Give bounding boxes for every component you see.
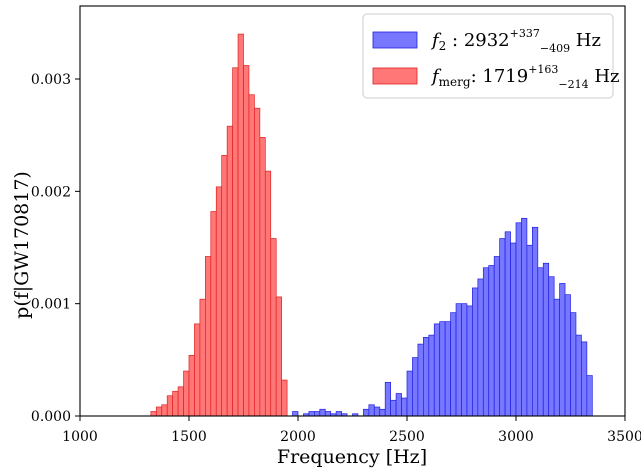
histogram-bar [373, 406, 381, 417]
histogram-bar [499, 238, 506, 417]
histogram-bar [581, 341, 588, 417]
histogram-bar [379, 408, 386, 417]
histogram-bar [232, 67, 239, 417]
histogram-bar [177, 386, 184, 417]
legend-label: f2 : 2932+337−409 Hz [430, 27, 601, 55]
histogram-bar [166, 395, 173, 417]
legend-swatch [372, 67, 418, 85]
histogram-bar [264, 170, 272, 417]
histogram-bar [564, 294, 571, 417]
x-tick-label: 3000 [498, 429, 534, 445]
histogram-bar [570, 312, 577, 417]
x-tick-label: 3500 [607, 429, 641, 445]
histogram-bar [335, 411, 342, 417]
histogram-bar [537, 267, 544, 417]
histogram-bar [292, 411, 299, 417]
histogram-bar [161, 404, 168, 417]
ticks-layer: 1000 1500 2000 2500 3000 3500 0.000 0.001 0.002 0… [31, 72, 641, 445]
y-tick-label: 0.001 [31, 297, 71, 313]
histogram-bar [455, 303, 462, 417]
x-tick-label: 1000 [62, 429, 98, 445]
histogram-bar [406, 370, 413, 417]
histogram-bar [275, 296, 283, 417]
histogram-bar [401, 397, 408, 417]
histogram-bar [548, 276, 555, 417]
histogram-bar [444, 321, 451, 417]
legend-label: fmerg: 1719+163−214 Hz [430, 63, 620, 91]
x-tick-label: 2000 [280, 429, 316, 445]
histogram-bar [423, 337, 430, 417]
histogram-bar [188, 354, 195, 417]
histogram-bar [493, 256, 501, 417]
histogram-bar [226, 125, 233, 417]
x-axis-label: Frequency [Hz] [277, 446, 427, 468]
y-tick-label: 0.002 [31, 184, 71, 200]
histogram-bar [270, 238, 277, 417]
histogram-bar [210, 211, 217, 417]
legend-swatch [372, 31, 418, 49]
y-axis-label: p(f|GW170817) [11, 171, 33, 319]
y-tick-label: 0.003 [31, 72, 71, 88]
x-tick-label: 1500 [171, 429, 207, 445]
histogram-bar [395, 393, 402, 417]
histogram-bar [237, 33, 244, 417]
histogram-bar [314, 411, 321, 417]
legend: f2 : 2932+337−409 Hz fmerg: 1719+163−214 … [362, 13, 620, 99]
histogram-bar [417, 343, 424, 417]
histogram-bar [439, 321, 446, 417]
histogram-bar [450, 312, 457, 417]
histogram-bar [482, 267, 490, 417]
histogram-bar [390, 399, 397, 417]
histogram-bar [521, 217, 528, 417]
histogram-bar [466, 305, 473, 417]
y-tick-label: 0.000 [31, 409, 71, 425]
histogram-bar [259, 137, 266, 417]
histogram-bar [183, 370, 190, 417]
histogram-bar [504, 231, 511, 417]
legend-box [362, 13, 614, 99]
histogram-bar [194, 323, 201, 417]
histogram-bar [510, 242, 517, 417]
histogram-bar [363, 408, 370, 417]
histogram-bar [412, 357, 419, 417]
histogram-bar [586, 375, 593, 417]
histogram-bar [281, 379, 288, 417]
histogram-bar [254, 107, 261, 417]
histogram-bar [368, 404, 375, 417]
histogram-bar [243, 65, 250, 417]
histogram-bar [531, 226, 539, 417]
histogram-bar [477, 278, 484, 417]
histogram-bar [324, 411, 332, 417]
histogram-bar [526, 244, 533, 417]
histogram-bar [308, 411, 315, 417]
histogram-bar [205, 256, 212, 417]
histogram-bar [155, 406, 163, 417]
histogram-bar [488, 265, 495, 417]
histogram-bar [248, 94, 255, 417]
histogram-bar [172, 390, 179, 417]
plot-frame [79, 5, 626, 417]
histogram-bar [515, 222, 522, 417]
histogram-bar [428, 334, 435, 417]
histogram-bar [542, 262, 550, 417]
histogram-bar [221, 155, 228, 417]
histogram-bar [199, 298, 206, 417]
histogram-bar [553, 298, 560, 417]
histogram-bar [472, 287, 479, 417]
histogram-bar [215, 186, 223, 417]
histogram-bar [575, 334, 582, 417]
histogram-bar [433, 323, 441, 417]
legend-entry-1: fmerg: 1719+163−214 Hz [372, 63, 620, 91]
x-tick-label: 2500 [389, 429, 425, 445]
legend-entry-0: f2 : 2932+337−409 Hz [372, 27, 601, 55]
histogram-bar [319, 408, 326, 417]
histogram-bar [461, 303, 468, 417]
histogram-bar [559, 283, 566, 417]
histogram-bar [384, 381, 392, 417]
histogram-bar [150, 411, 157, 417]
